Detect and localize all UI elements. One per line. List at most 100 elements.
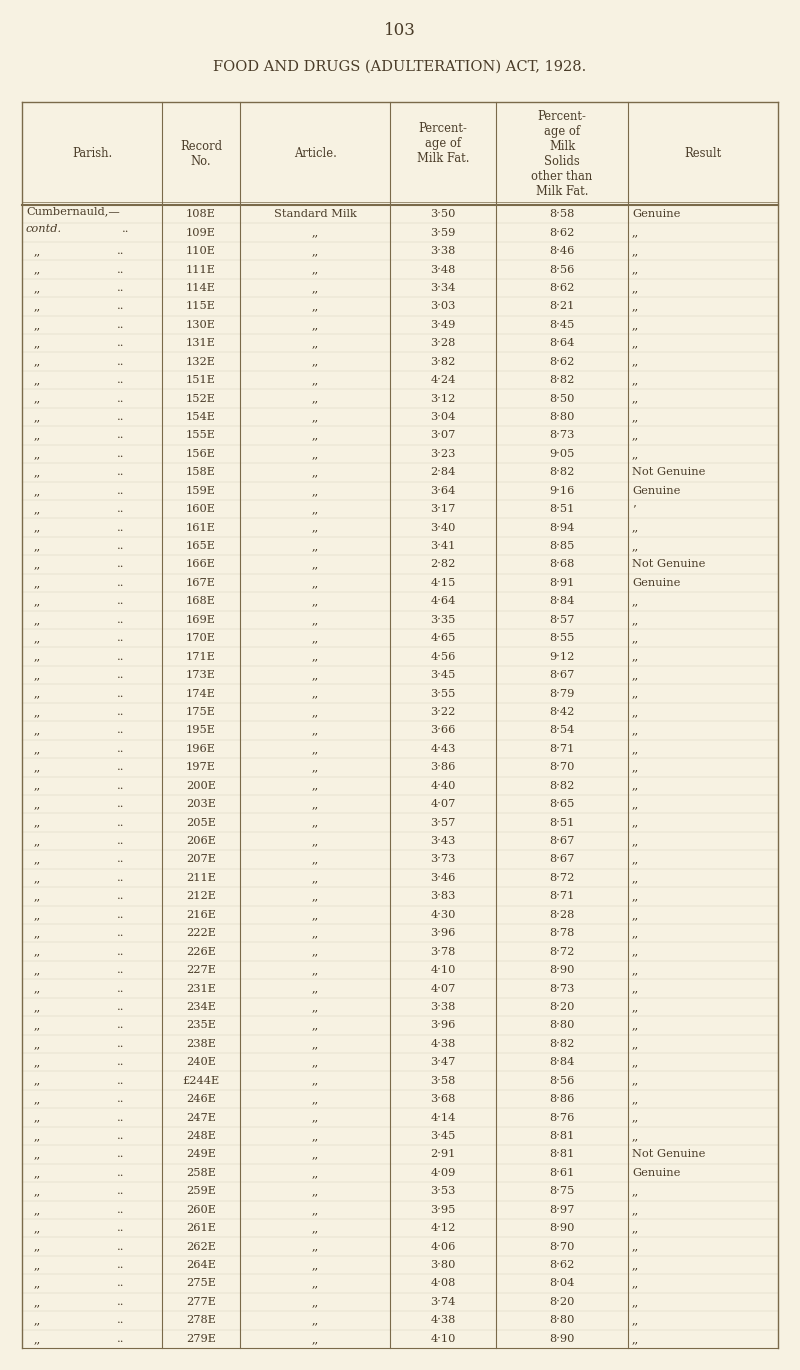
Text: ,,: ,, (632, 947, 639, 956)
Text: 8·62: 8·62 (550, 356, 574, 367)
Text: ,,: ,, (311, 1075, 318, 1085)
Text: ,,: ,, (311, 1001, 318, 1012)
Text: ,,: ,, (632, 855, 639, 864)
Text: 3·04: 3·04 (430, 412, 456, 422)
Text: ,,: ,, (311, 615, 318, 625)
Text: ,,: ,, (311, 559, 318, 570)
Text: 4·12: 4·12 (430, 1223, 456, 1233)
Text: 8·70: 8·70 (550, 1241, 574, 1252)
Text: ,,: ,, (632, 707, 639, 717)
Text: ,,: ,, (311, 375, 318, 385)
Text: 3·03: 3·03 (430, 301, 456, 311)
Text: ,,: ,, (632, 375, 639, 385)
Text: ,,: ,, (632, 393, 639, 404)
Text: ..: .. (117, 1241, 125, 1252)
Text: 152E: 152E (186, 393, 216, 404)
Text: ,,: ,, (34, 541, 42, 551)
Text: ,,: ,, (632, 1112, 639, 1122)
Text: ..: .. (117, 1167, 125, 1178)
Text: ,,: ,, (311, 1112, 318, 1122)
Text: Standard Milk: Standard Milk (274, 210, 356, 219)
Text: ..: .. (117, 1075, 125, 1085)
Text: 114E: 114E (186, 284, 216, 293)
Text: Genuine: Genuine (632, 578, 680, 588)
Text: ,,: ,, (34, 670, 42, 680)
Text: ,,: ,, (311, 1334, 318, 1344)
Text: ..: .. (117, 1058, 125, 1067)
Text: ..: .. (117, 486, 125, 496)
Text: ,,: ,, (632, 356, 639, 367)
Text: 3·40: 3·40 (430, 522, 456, 533)
Text: 169E: 169E (186, 615, 216, 625)
Text: ..: .. (117, 1297, 125, 1307)
Text: ..: .. (117, 1334, 125, 1344)
Text: ,,: ,, (311, 670, 318, 680)
Text: 175E: 175E (186, 707, 216, 717)
Text: 3·58: 3·58 (430, 1075, 456, 1085)
Text: 160E: 160E (186, 504, 216, 514)
Text: ,,: ,, (311, 892, 318, 901)
Text: ,,: ,, (632, 1260, 639, 1270)
Text: ,,: ,, (311, 947, 318, 956)
Text: FOOD AND DRUGS (ADULTERATION) ACT, 1928.: FOOD AND DRUGS (ADULTERATION) ACT, 1928. (214, 60, 586, 74)
Text: 4·30: 4·30 (430, 910, 456, 919)
Text: 132E: 132E (186, 356, 216, 367)
Text: ,,: ,, (632, 1223, 639, 1233)
Text: ,,: ,, (632, 744, 639, 754)
Text: 103: 103 (384, 22, 416, 38)
Text: ,,: ,, (311, 799, 318, 810)
Text: ..: .. (117, 578, 125, 588)
Text: ..: .. (117, 929, 125, 938)
Text: ,,: ,, (632, 910, 639, 919)
Text: ,,: ,, (34, 578, 42, 588)
Text: 165E: 165E (186, 541, 216, 551)
Text: ,,: ,, (311, 1058, 318, 1067)
Text: ..: .. (117, 873, 125, 882)
Text: ,,: ,, (34, 615, 42, 625)
Text: ,,: ,, (311, 1241, 318, 1252)
Text: 4·07: 4·07 (430, 984, 456, 993)
Text: Percent-
age of
Milk
Solids
other than
Milk Fat.: Percent- age of Milk Solids other than M… (531, 110, 593, 197)
Text: ,,: ,, (632, 227, 639, 237)
Text: 264E: 264E (186, 1260, 216, 1270)
Text: 3·45: 3·45 (430, 1132, 456, 1141)
Text: ,,: ,, (34, 892, 42, 901)
Text: 8·97: 8·97 (550, 1204, 574, 1215)
Text: 261E: 261E (186, 1223, 216, 1233)
Text: 3·53: 3·53 (430, 1186, 456, 1196)
Text: ..: .. (117, 652, 125, 662)
Text: 4·65: 4·65 (430, 633, 456, 644)
Text: 8·56: 8·56 (550, 264, 574, 274)
Text: ,,: ,, (34, 1167, 42, 1178)
Text: ,,: ,, (311, 356, 318, 367)
Text: ..: .. (117, 1278, 125, 1288)
Text: ..: .. (117, 744, 125, 754)
Text: ..: .. (117, 984, 125, 993)
Text: ,,: ,, (632, 984, 639, 993)
Text: Record
No.: Record No. (180, 140, 222, 167)
Text: ,,: ,, (34, 1278, 42, 1288)
Text: ,,: ,, (34, 284, 42, 293)
Text: 4·43: 4·43 (430, 744, 456, 754)
Text: ,,: ,, (34, 319, 42, 330)
Text: ..: .. (117, 375, 125, 385)
Text: 231E: 231E (186, 984, 216, 993)
Text: ,,: ,, (632, 430, 639, 440)
Text: ..: .. (117, 1204, 125, 1215)
Text: ,,: ,, (34, 338, 42, 348)
Text: ..: .. (117, 1112, 125, 1122)
Text: 8·90: 8·90 (550, 1334, 574, 1344)
Text: ..: .. (117, 356, 125, 367)
Text: 235E: 235E (186, 1021, 216, 1030)
Text: ,,: ,, (632, 522, 639, 533)
Text: ,,: ,, (311, 633, 318, 644)
Text: 111E: 111E (186, 264, 216, 274)
Text: 8·94: 8·94 (550, 522, 574, 533)
Text: 226E: 226E (186, 947, 216, 956)
Text: ,,: ,, (311, 689, 318, 699)
Text: ..: .. (117, 301, 125, 311)
Text: ,,: ,, (632, 633, 639, 644)
Text: ,,: ,, (34, 762, 42, 773)
Text: 115E: 115E (186, 301, 216, 311)
Text: ,,: ,, (34, 744, 42, 754)
